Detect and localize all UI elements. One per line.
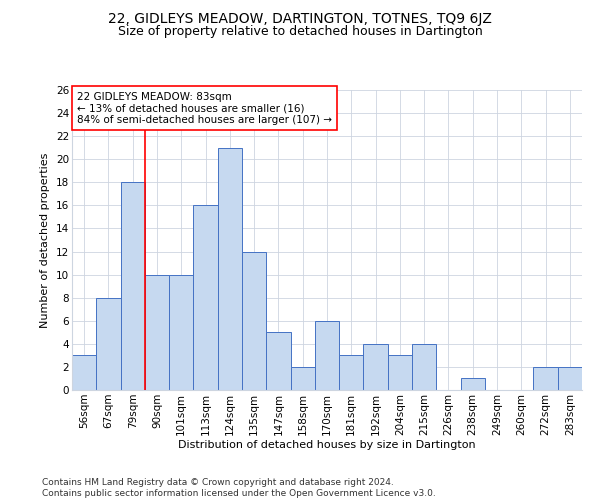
- Text: 22, GIDLEYS MEADOW, DARTINGTON, TOTNES, TQ9 6JZ: 22, GIDLEYS MEADOW, DARTINGTON, TOTNES, …: [108, 12, 492, 26]
- Text: 22 GIDLEYS MEADOW: 83sqm
← 13% of detached houses are smaller (16)
84% of semi-d: 22 GIDLEYS MEADOW: 83sqm ← 13% of detach…: [77, 92, 332, 124]
- Bar: [145, 274, 169, 390]
- Text: Contains HM Land Registry data © Crown copyright and database right 2024.
Contai: Contains HM Land Registry data © Crown c…: [42, 478, 436, 498]
- Bar: [193, 206, 218, 390]
- Text: Size of property relative to detached houses in Dartington: Size of property relative to detached ho…: [118, 25, 482, 38]
- Bar: [96, 298, 121, 390]
- Bar: [364, 344, 388, 390]
- Bar: [339, 356, 364, 390]
- Bar: [290, 367, 315, 390]
- Y-axis label: Number of detached properties: Number of detached properties: [40, 152, 50, 328]
- X-axis label: Distribution of detached houses by size in Dartington: Distribution of detached houses by size …: [178, 440, 476, 450]
- Bar: [533, 367, 558, 390]
- Bar: [218, 148, 242, 390]
- Bar: [169, 274, 193, 390]
- Bar: [315, 321, 339, 390]
- Bar: [72, 356, 96, 390]
- Bar: [412, 344, 436, 390]
- Bar: [388, 356, 412, 390]
- Bar: [461, 378, 485, 390]
- Bar: [121, 182, 145, 390]
- Bar: [266, 332, 290, 390]
- Bar: [242, 252, 266, 390]
- Bar: [558, 367, 582, 390]
